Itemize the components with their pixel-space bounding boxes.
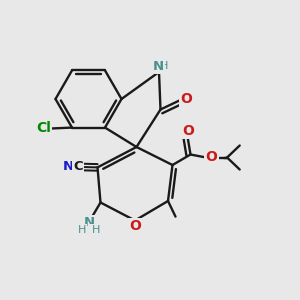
Text: O: O bbox=[129, 220, 141, 233]
Text: N: N bbox=[152, 59, 164, 73]
Text: Cl: Cl bbox=[36, 122, 51, 136]
Text: O: O bbox=[182, 124, 194, 137]
Text: N: N bbox=[83, 216, 95, 230]
Text: N: N bbox=[62, 160, 74, 173]
Text: H: H bbox=[160, 61, 169, 71]
Text: H: H bbox=[92, 225, 100, 236]
Text: O: O bbox=[180, 92, 192, 106]
Text: H: H bbox=[78, 225, 86, 236]
Text: C: C bbox=[73, 160, 82, 173]
Text: O: O bbox=[206, 150, 218, 164]
